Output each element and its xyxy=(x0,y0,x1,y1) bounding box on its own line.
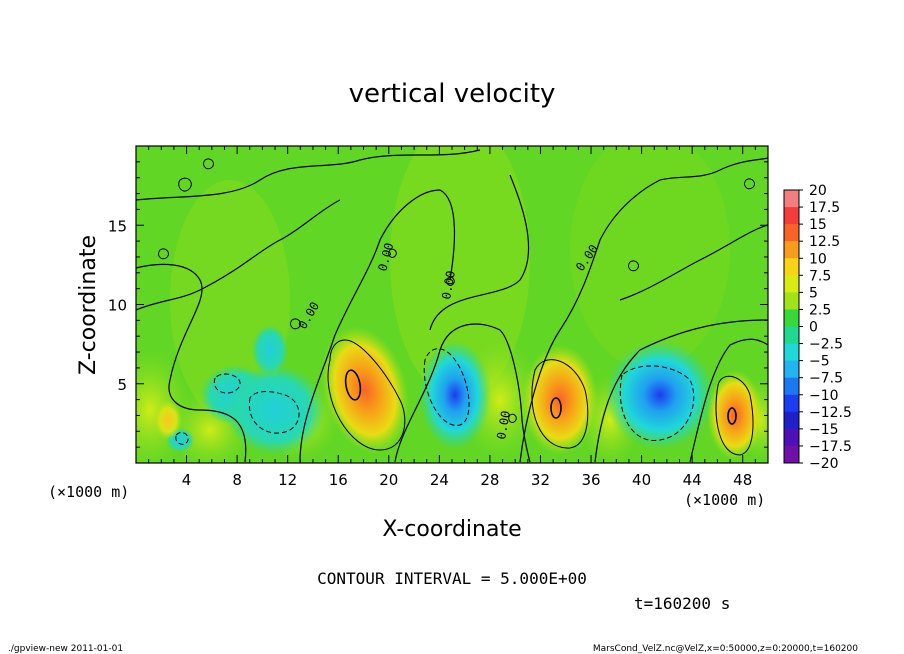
x-axis: 4 8 12 16 20 24 28 32 36 40 44 48 xyxy=(148,146,756,489)
contour-label: 0.00 xyxy=(439,270,458,301)
colorbar-label: −10 xyxy=(809,388,839,404)
colorbar-bin xyxy=(784,207,799,225)
y-tick-label: 15 xyxy=(108,217,127,235)
y-tick-label: 10 xyxy=(108,297,127,315)
colorbar-bin xyxy=(784,326,799,345)
y-tick-label: 5 xyxy=(117,376,127,394)
x-tick-label: 4 xyxy=(182,471,192,489)
colorbar-label: −15 xyxy=(809,422,839,438)
colorbar-label: 10 xyxy=(809,251,827,267)
x-tick-label: 28 xyxy=(480,471,499,489)
colorbar-bin xyxy=(784,445,799,464)
x-tick-label: 44 xyxy=(683,471,702,489)
colorbar-bin xyxy=(784,292,799,310)
colorbar-label: 17.5 xyxy=(809,200,840,216)
colorbar-label: −5 xyxy=(809,354,830,370)
y-axis-label: Z-coordinate xyxy=(76,235,101,375)
colorbar-bin xyxy=(784,411,799,430)
footer-right: MarsCond_VelZ.nc@VelZ,x=0:50000,z=0:2000… xyxy=(593,644,858,654)
colorbar-label: −12.5 xyxy=(809,405,852,421)
colorbar-label: −2.5 xyxy=(809,337,843,353)
x-tick-label: 40 xyxy=(632,471,651,489)
x-tick-label: 24 xyxy=(430,471,449,489)
colorbar-bin xyxy=(784,224,799,242)
colorbar-label: −7.5 xyxy=(809,371,843,387)
field-layer xyxy=(136,146,768,463)
colorbar-bin xyxy=(784,428,799,447)
colorbar-label: 0 xyxy=(809,320,818,336)
colorbar-bin xyxy=(784,377,799,396)
colorbar-bin xyxy=(784,360,799,379)
footer-left: ./gpview-new 2011-01-01 xyxy=(8,644,123,654)
time-text: t=160200 s xyxy=(634,594,730,613)
colorbar-label: 5 xyxy=(809,285,818,301)
colorbar-bin xyxy=(784,309,799,327)
colorbar-bin xyxy=(784,190,799,208)
colorbar-label: 12.5 xyxy=(809,234,840,250)
x-axis-label: X-coordinate xyxy=(382,517,521,542)
chart-title: vertical velocity xyxy=(349,79,556,109)
colorbar-bin xyxy=(784,241,799,259)
colorbar-bin xyxy=(784,258,799,276)
x-tick-label: 20 xyxy=(379,471,398,489)
colorbar-label: 2.5 xyxy=(809,302,831,318)
x-tick-label: 32 xyxy=(531,471,550,489)
colorbar-label: 7.5 xyxy=(809,268,831,284)
x-unit-left: (×1000 m) xyxy=(48,483,129,501)
x-tick-label: 36 xyxy=(581,471,600,489)
colorbar-label: −20 xyxy=(809,456,839,472)
y-axis: 5 10 15 xyxy=(108,161,768,448)
x-tick-label: 16 xyxy=(329,471,348,489)
x-unit-right: (×1000 m) xyxy=(684,491,765,509)
colorbar-label: 20 xyxy=(809,183,827,199)
colorbar-bin xyxy=(784,275,799,293)
x-tick-label: 12 xyxy=(278,471,297,489)
contour-label: 0.00 xyxy=(494,410,513,441)
x-tick-label: 48 xyxy=(733,471,752,489)
colorbar-label: 15 xyxy=(809,217,827,233)
x-tick-label: 8 xyxy=(232,471,242,489)
colorbar-bin xyxy=(784,343,799,362)
contour-interval-text: CONTOUR INTERVAL = 5.000E+00 xyxy=(317,569,587,588)
colorbar-label: −17.5 xyxy=(809,439,852,455)
colorbar-bin xyxy=(784,394,799,413)
